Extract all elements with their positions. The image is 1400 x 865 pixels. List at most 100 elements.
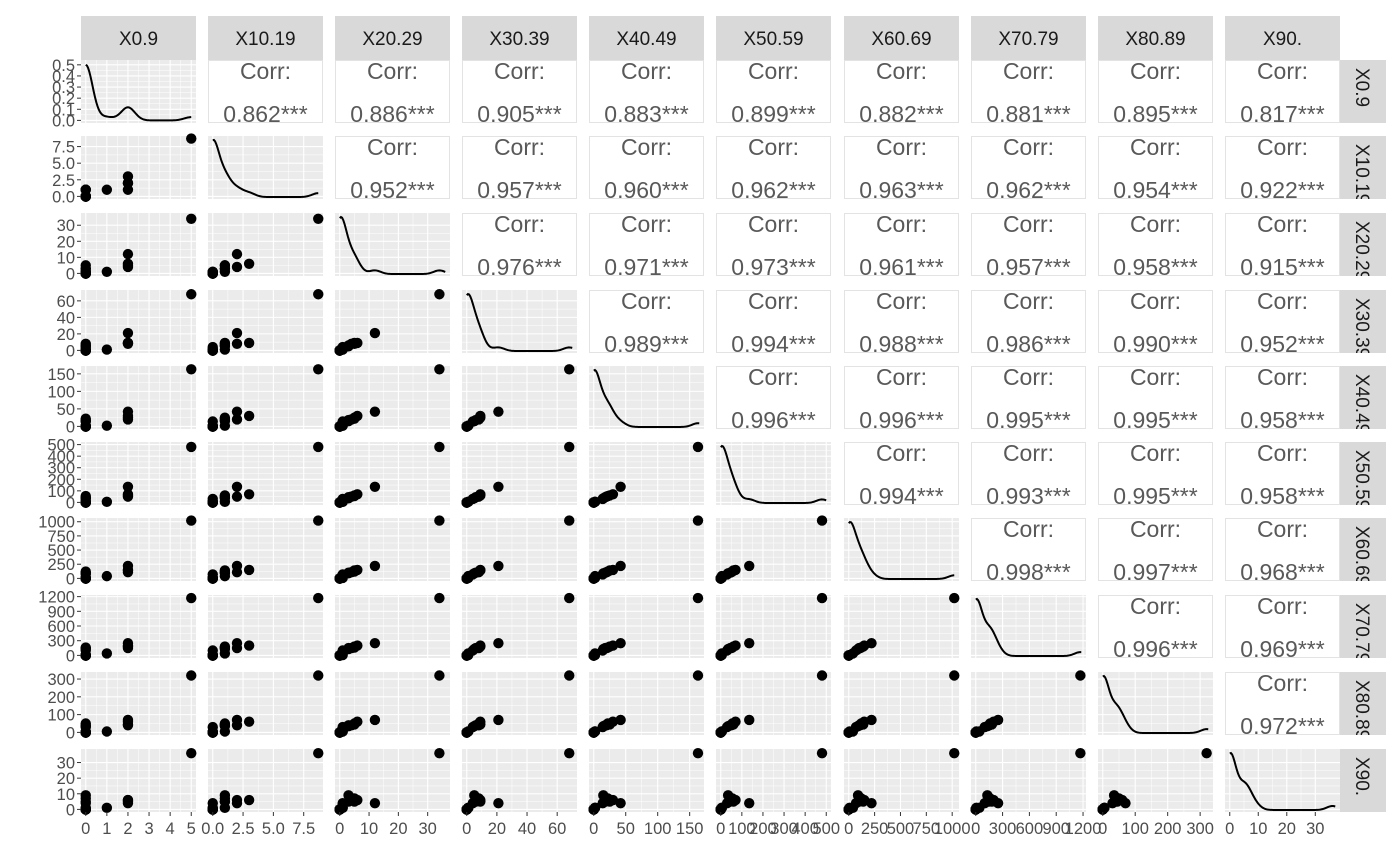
corr-panel-frame	[1098, 595, 1213, 658]
corr-panel-frame	[844, 442, 959, 505]
panel-1-5: Corr: 0.962***	[716, 134, 831, 203]
panel-4-8: Corr: 0.995***	[1098, 364, 1213, 433]
x-tick-label: 500	[812, 820, 840, 838]
scatter-point	[434, 592, 445, 604]
scatter-point	[992, 797, 1004, 809]
scatter-point	[219, 641, 231, 652]
corr-panel-frame	[716, 213, 831, 276]
corr-panel-frame	[589, 136, 704, 199]
scatter-point	[463, 420, 474, 431]
x-tick-label: 750	[913, 820, 941, 838]
scatter-point	[219, 796, 231, 807]
panel-1-3: Corr: 0.957***	[462, 134, 577, 203]
x-tick-label: 20	[1278, 820, 1296, 838]
panel-5-4	[588, 441, 704, 508]
corr-label: Corr:	[1003, 364, 1054, 390]
scatter-point	[122, 337, 134, 349]
scatter-point	[207, 721, 218, 733]
scatter-point	[122, 489, 134, 500]
corr-label: Corr:	[494, 58, 545, 84]
x-tick-label: 40	[518, 820, 536, 838]
panel-3-2	[334, 289, 450, 356]
corr-value: 0.973***	[731, 254, 815, 280]
x-tick-label: 30	[1306, 820, 1324, 838]
panel-4-3	[461, 364, 577, 432]
corr-label: Corr:	[1257, 211, 1308, 237]
scatter-point	[186, 289, 197, 300]
y-tick-label: 150	[47, 366, 75, 384]
scatter-point	[369, 637, 381, 649]
scatter-point	[589, 802, 601, 814]
scatter-point	[692, 441, 704, 453]
scatter-point	[207, 797, 218, 809]
panel-9-4	[588, 747, 704, 815]
density-curve	[1229, 751, 1336, 811]
top-strip-label: X10.19	[235, 29, 295, 50]
panel-8-0	[80, 670, 197, 738]
top-strip-0	[81, 16, 196, 60]
scatter-point	[231, 261, 243, 273]
strip-layer: X0.9 X10.19 X20.29 X30.39 X40.49 X50.59 X60.69…	[81, 16, 1386, 812]
scatter-point	[231, 637, 243, 649]
y-tick-label: 300	[47, 633, 75, 651]
corr-label: Corr:	[1257, 58, 1308, 84]
right-strip-2	[1340, 213, 1386, 276]
scatter-point	[186, 747, 197, 759]
corr-value: 0.994***	[859, 483, 943, 509]
scatter-point	[730, 794, 741, 806]
x-tick-label: 500	[887, 820, 915, 838]
scatter-point	[352, 410, 363, 422]
scatter-point	[1075, 747, 1086, 759]
top-strip-label: X30.39	[489, 29, 549, 50]
corr-label: Corr:	[748, 364, 799, 390]
panel-4-1	[207, 364, 324, 432]
x-tick-label: 200	[1154, 820, 1182, 838]
corr-label: Corr:	[1130, 211, 1181, 237]
scatter-point	[231, 327, 243, 339]
panel-6-8: Corr: 0.997***	[1098, 516, 1213, 585]
panel-3-0	[80, 289, 197, 356]
right-strip-9	[1340, 749, 1386, 812]
scatter-point	[219, 412, 231, 423]
panel-9-8	[1097, 747, 1213, 815]
panel-7-0	[80, 592, 197, 661]
scatter-point	[716, 726, 728, 737]
corr-panel-frame	[1225, 672, 1340, 735]
scatter-point	[615, 637, 626, 649]
corr-value: 0.996***	[1113, 636, 1197, 662]
corr-panel-frame	[971, 136, 1086, 199]
x-tick-label: 0	[335, 820, 344, 838]
scatter-point	[313, 515, 324, 526]
scatter-point	[101, 648, 113, 659]
panel-3-7: Corr: 0.986***	[971, 288, 1086, 357]
y-tick-label: 300	[47, 671, 75, 689]
panel-8-9: Corr: 0.972***	[1225, 670, 1340, 739]
scatter-point	[231, 414, 243, 425]
panel-0-5: Corr: 0.899***	[716, 58, 831, 127]
top-strip-label: X60.69	[871, 29, 931, 50]
panel-2-4: Corr: 0.971***	[589, 211, 704, 280]
right-strip-label: X50.59	[1351, 450, 1372, 510]
scatter-point	[816, 670, 828, 681]
corr-value: 0.990***	[1113, 331, 1197, 357]
scatter-point	[607, 564, 619, 576]
scatter-point	[101, 726, 113, 737]
corr-label: Corr:	[876, 364, 927, 390]
x-tick-label: 10	[360, 820, 378, 838]
density-curve	[720, 444, 827, 504]
top-strip-label: X70.79	[998, 29, 1058, 50]
scatter-point	[589, 496, 601, 508]
scatter-point	[493, 797, 504, 809]
y-tick-label: 20	[57, 326, 75, 344]
right-strip-text-group: X70.79	[1351, 603, 1372, 658]
x-tick-label: 200	[749, 820, 777, 838]
scatter-point	[434, 747, 445, 759]
panel-4-7: Corr: 0.995***	[971, 364, 1086, 433]
panel-4-4	[589, 366, 704, 429]
scatter-point	[369, 714, 381, 726]
corr-panel-frame	[971, 366, 1086, 429]
corr-value: 0.957***	[986, 254, 1070, 280]
scatter-point	[207, 569, 218, 580]
corr-value: 0.995***	[1113, 407, 1197, 433]
